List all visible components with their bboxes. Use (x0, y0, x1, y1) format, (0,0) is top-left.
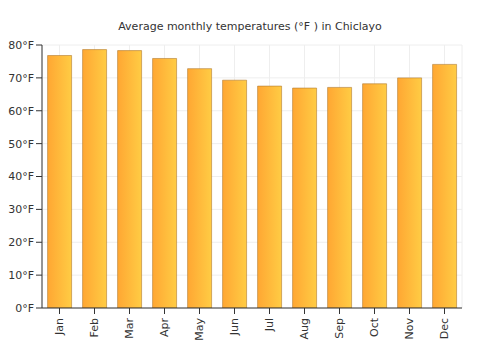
svg-text:20°F: 20°F (8, 236, 34, 249)
svg-text:May: May (193, 318, 206, 341)
svg-text:80°F: 80°F (8, 39, 34, 52)
svg-text:Jun: Jun (228, 318, 241, 336)
svg-text:10°F: 10°F (8, 269, 34, 282)
svg-text:30°F: 30°F (8, 203, 34, 216)
svg-text:Nov: Nov (403, 318, 416, 340)
svg-text:Oct: Oct (368, 317, 381, 337)
svg-text:Mar: Mar (123, 318, 136, 339)
svg-text:40°F: 40°F (8, 170, 34, 183)
svg-text:Jan: Jan (53, 318, 66, 336)
svg-text:Apr: Apr (158, 318, 171, 338)
svg-text:Aug: Aug (298, 318, 311, 339)
svg-text:60°F: 60°F (8, 105, 34, 118)
svg-text:Dec: Dec (438, 318, 451, 339)
svg-text:70°F: 70°F (8, 72, 34, 85)
svg-text:Sep: Sep (333, 318, 346, 339)
html-text:Average monthly temperatures (: Average monthly temperatures (°F ) in Ch… (118, 20, 382, 33)
svg-text:0°F: 0°F (15, 302, 34, 315)
svg-text:50°F: 50°F (8, 138, 34, 151)
svg-text:Feb: Feb (88, 318, 101, 337)
svg-text:Jul: Jul (263, 318, 276, 332)
